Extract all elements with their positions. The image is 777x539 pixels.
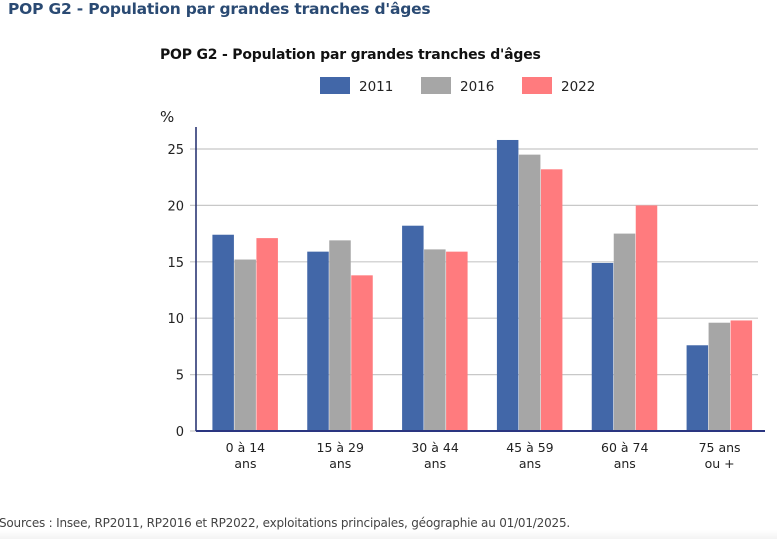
bar-2016-4[interactable] (613, 233, 636, 431)
y-tick-label: 20 (167, 199, 184, 214)
x-tick-label: 15 à 29 (317, 440, 364, 455)
x-tick-label: ou + (705, 456, 735, 471)
legend-label-2016: 2016 (460, 79, 494, 95)
x-tick-label: 45 à 59 (506, 440, 553, 455)
y-axis-label: % (160, 108, 174, 126)
x-tick-label: 30 à 44 (411, 440, 458, 455)
x-tick-label: 75 ans (699, 440, 741, 455)
legend-label-2022: 2022 (561, 79, 595, 95)
x-tick-label: ans (614, 456, 636, 471)
x-tick-label: ans (329, 456, 351, 471)
y-tick-label: 5 (176, 369, 184, 384)
chart-title: POP G2 - Population par grandes tranches… (160, 47, 541, 63)
x-tick-label: ans (234, 456, 256, 471)
bar-2022-2[interactable] (446, 251, 468, 431)
bar-2011-4[interactable] (591, 262, 614, 431)
bar-2016-1[interactable] (329, 240, 351, 431)
bottom-divider (0, 530, 777, 539)
bar-2011-5[interactable] (686, 345, 709, 431)
y-tick-label: 15 (167, 256, 184, 271)
bar-2011-1[interactable] (307, 251, 329, 431)
y-axis-ticks: 0 5 10 15 20 25 (167, 143, 184, 440)
page-title: POP G2 - Population par grandes tranches… (8, 0, 431, 18)
bar-2016-0[interactable] (234, 259, 256, 431)
bar-2022-4[interactable] (635, 205, 658, 431)
bar-2022-1[interactable] (351, 275, 373, 431)
source-note: Sources : Insee, RP2011, RP2016 et RP202… (0, 516, 570, 530)
bars (212, 139, 753, 431)
bar-2022-5[interactable] (730, 320, 753, 431)
legend-swatch-2011 (320, 77, 350, 94)
x-tick-label: 0 à 14 (226, 440, 266, 455)
y-tick-label: 25 (167, 143, 184, 158)
y-tick-label: 10 (167, 312, 184, 327)
gridlines (190, 148, 758, 432)
legend-label-2011: 2011 (359, 79, 393, 95)
x-tick-label: ans (519, 456, 541, 471)
legend-swatch-2022 (522, 77, 552, 94)
legend-swatch-2016 (421, 77, 451, 94)
y-tick-label: 0 (176, 425, 184, 440)
bar-2011-2[interactable] (402, 225, 424, 431)
bar-2022-3[interactable] (540, 169, 563, 431)
bar-2011-3[interactable] (496, 139, 519, 431)
bar-2022-0[interactable] (256, 238, 278, 431)
x-tick-label: ans (424, 456, 446, 471)
bar-2016-3[interactable] (518, 154, 541, 431)
bar-2016-5[interactable] (708, 322, 731, 431)
bar-2016-2[interactable] (424, 249, 446, 431)
x-tick-label: 60 à 74 (601, 440, 648, 455)
bar-2011-0[interactable] (212, 234, 234, 431)
legend: 2011 2016 2022 (320, 77, 595, 95)
